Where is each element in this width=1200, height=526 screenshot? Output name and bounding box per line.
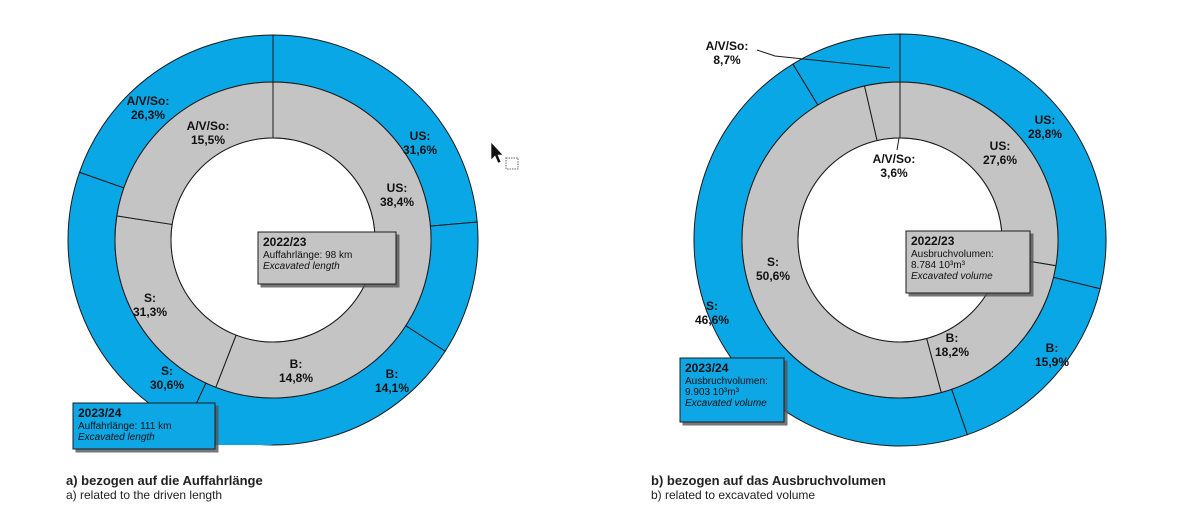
mouse-cursor-icon xyxy=(490,141,519,170)
svg-text:Auffahrlänge: 111 km: Auffahrlänge: 111 km xyxy=(78,421,171,432)
inner-small-slice-leader xyxy=(896,137,900,151)
outer-slice-label-3: S: 31,3% xyxy=(133,291,167,319)
svg-text:8.784 10³m³: 8.784 10³m³ xyxy=(911,260,966,271)
caption-a: a) bezogen auf die Auffahrlänge a) relat… xyxy=(66,473,263,502)
svg-text:Excavated length: Excavated length xyxy=(78,432,155,443)
svg-text:2022/23: 2022/23 xyxy=(911,234,955,248)
inner-slice-label-0: US: 27,6% xyxy=(983,139,1017,167)
outer-slice-label-0: US: 28,8% xyxy=(1028,113,1062,141)
outer-slice-label-2: S: 46,6% xyxy=(695,299,729,327)
outer-slice-label-2: S: 30,6% xyxy=(150,364,184,392)
inner-slice-label-1: B: 14,8% xyxy=(279,357,313,385)
outer-slice-label-1: B: 15,9% xyxy=(1035,341,1069,369)
outer-slice-label-1: B: 14,1% xyxy=(375,367,409,395)
caption-a-en: a) related to the driven length xyxy=(66,488,223,502)
svg-text:2023/24: 2023/24 xyxy=(78,406,122,420)
caption-b-de: b) bezogen auf das Ausbruchvolumen xyxy=(651,473,886,488)
outer-small-slice-leader xyxy=(756,49,891,69)
outer-slice-label-3: A/V/So: 8,7% xyxy=(706,39,749,67)
svg-text:Ausbruchvolumen:: Ausbruchvolumen: xyxy=(911,249,994,260)
outer-slice-label-4: A/V/So: 26,3% xyxy=(127,94,170,122)
inner-slice-label-1: B: 18,2% xyxy=(935,331,969,359)
inner-slice-label-2: S: 50,6% xyxy=(756,255,790,283)
outer-slice-label-0: US: 31,6% xyxy=(403,129,437,157)
svg-text:Excavated volume: Excavated volume xyxy=(911,271,993,282)
inner-slice-label-3: A/V/So: 3,6% xyxy=(873,152,916,180)
inner-slice-label-2: A/V/So: 15,5% xyxy=(187,119,230,147)
caption-a-de: a) bezogen auf die Auffahrlänge xyxy=(66,473,263,488)
svg-text:Auffahrlänge: 98 km: Auffahrlänge: 98 km xyxy=(263,250,352,261)
chart-b-excavated-volume: US: 28,8% B: 15,9% S: 46,6% A/V/So: 8,7% US: 27,6… xyxy=(679,33,1107,447)
svg-text:2022/23: 2022/23 xyxy=(263,235,307,249)
caption-b: b) bezogen auf das Ausbruchvolumen b) re… xyxy=(651,473,886,502)
svg-text:Excavated length: Excavated length xyxy=(263,261,340,272)
svg-text:Ausbruchvolumen:: Ausbruchvolumen: xyxy=(685,376,768,387)
inner-slice-label-0: US: 38,4% xyxy=(380,181,414,209)
caption-b-en: b) related to excavated volume xyxy=(651,488,816,502)
svg-text:9.903 10³m³: 9.903 10³m³ xyxy=(685,387,740,398)
svg-text:2023/24: 2023/24 xyxy=(685,361,729,375)
svg-text:Excavated volume: Excavated volume xyxy=(685,398,767,409)
chart-a-driven-length: US: 31,6% B: 14,1% S: 30,6% S: 31,3% A/V/So: 26,3… xyxy=(67,34,479,450)
